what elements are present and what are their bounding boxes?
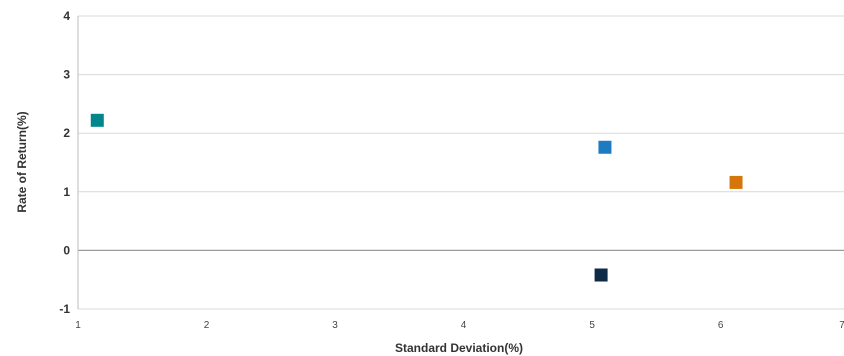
x-tick-label: 3 [332,320,338,331]
x-axis-label: Standard Deviation(%) [395,341,523,355]
x-tick-label: 5 [589,320,595,331]
y-tick-label: 4 [63,9,70,23]
data-points [90,113,743,282]
data-point-2 [729,175,743,189]
y-axis-label: Rate of Return(%) [15,111,29,212]
x-axis-ticks: 1 2 3 4 5 6 7 [75,320,844,331]
data-point-3 [594,268,608,282]
y-tick-label: 2 [63,126,70,140]
x-tick-label: 7 [839,320,844,331]
x-tick-label: 6 [718,320,724,331]
y-tick-label: -1 [59,302,70,316]
data-point-1 [598,140,612,154]
y-tick-label: 3 [63,68,70,82]
x-tick-label: 1 [75,320,81,331]
x-tick-label: 2 [204,320,210,331]
y-tick-label: 0 [63,243,70,257]
x-tick-label: 4 [461,320,467,331]
data-point-0 [90,113,104,127]
y-tick-label: 1 [63,185,70,199]
grid-lines [77,15,844,310]
y-axis-ticks: -1 0 1 2 3 4 [59,9,70,316]
